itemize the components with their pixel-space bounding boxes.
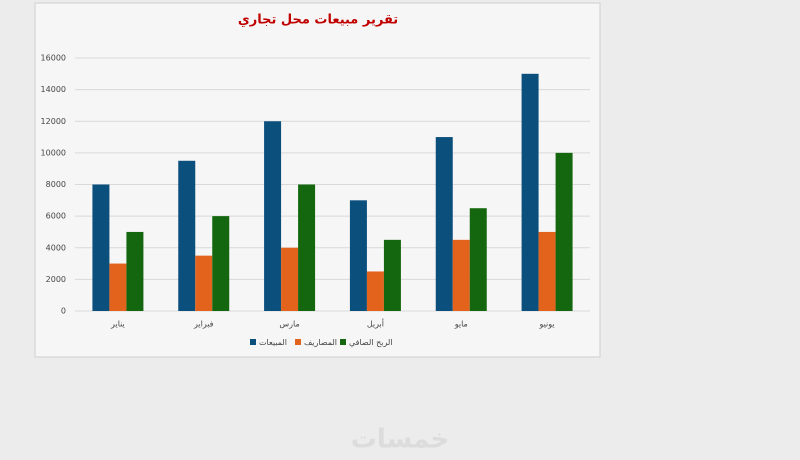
y-tick-label: 10000 [41,148,66,157]
bar [195,255,213,311]
bar [383,239,401,311]
x-tick-label: أبريل [367,319,384,329]
bar [264,121,282,311]
y-tick-label: 14000 [41,85,66,94]
bar [349,200,367,311]
x-tick-label: يناير [110,320,125,329]
legend-swatch [340,339,346,345]
bar [435,137,453,311]
y-tick-label: 12000 [41,117,66,126]
y-tick-label: 4000 [46,243,66,252]
y-tick-label: 2000 [46,275,66,284]
x-tick-label: فبراير [193,320,214,329]
x-tick-label: يونيو [539,320,555,329]
watermark: خمسات [351,425,450,455]
legend-label: المبيعات [259,338,287,347]
x-tick-label: مارس [279,320,299,329]
bar [555,152,573,311]
bar [281,247,299,311]
chart-title: تقرير مبيعات محل تجاري [238,13,398,28]
bar [298,184,316,311]
bar [452,239,470,311]
bar [178,160,196,311]
y-tick-label: 8000 [46,180,66,189]
y-tick-label: 16000 [41,54,66,63]
legend-label: المصاريف [304,338,337,347]
bar [366,271,384,311]
bar [92,184,110,311]
y-tick-label: 0 [61,307,66,316]
legend-label: الربح الصافي [349,338,393,347]
bar [109,263,127,311]
bar [126,231,144,311]
y-tick-label: 6000 [46,212,66,221]
bar [212,216,230,311]
x-tick-label: مايو [454,320,468,329]
bar [538,231,556,311]
bar [469,208,487,311]
bar [521,73,539,311]
legend-swatch [250,339,256,345]
legend-swatch [295,339,301,345]
